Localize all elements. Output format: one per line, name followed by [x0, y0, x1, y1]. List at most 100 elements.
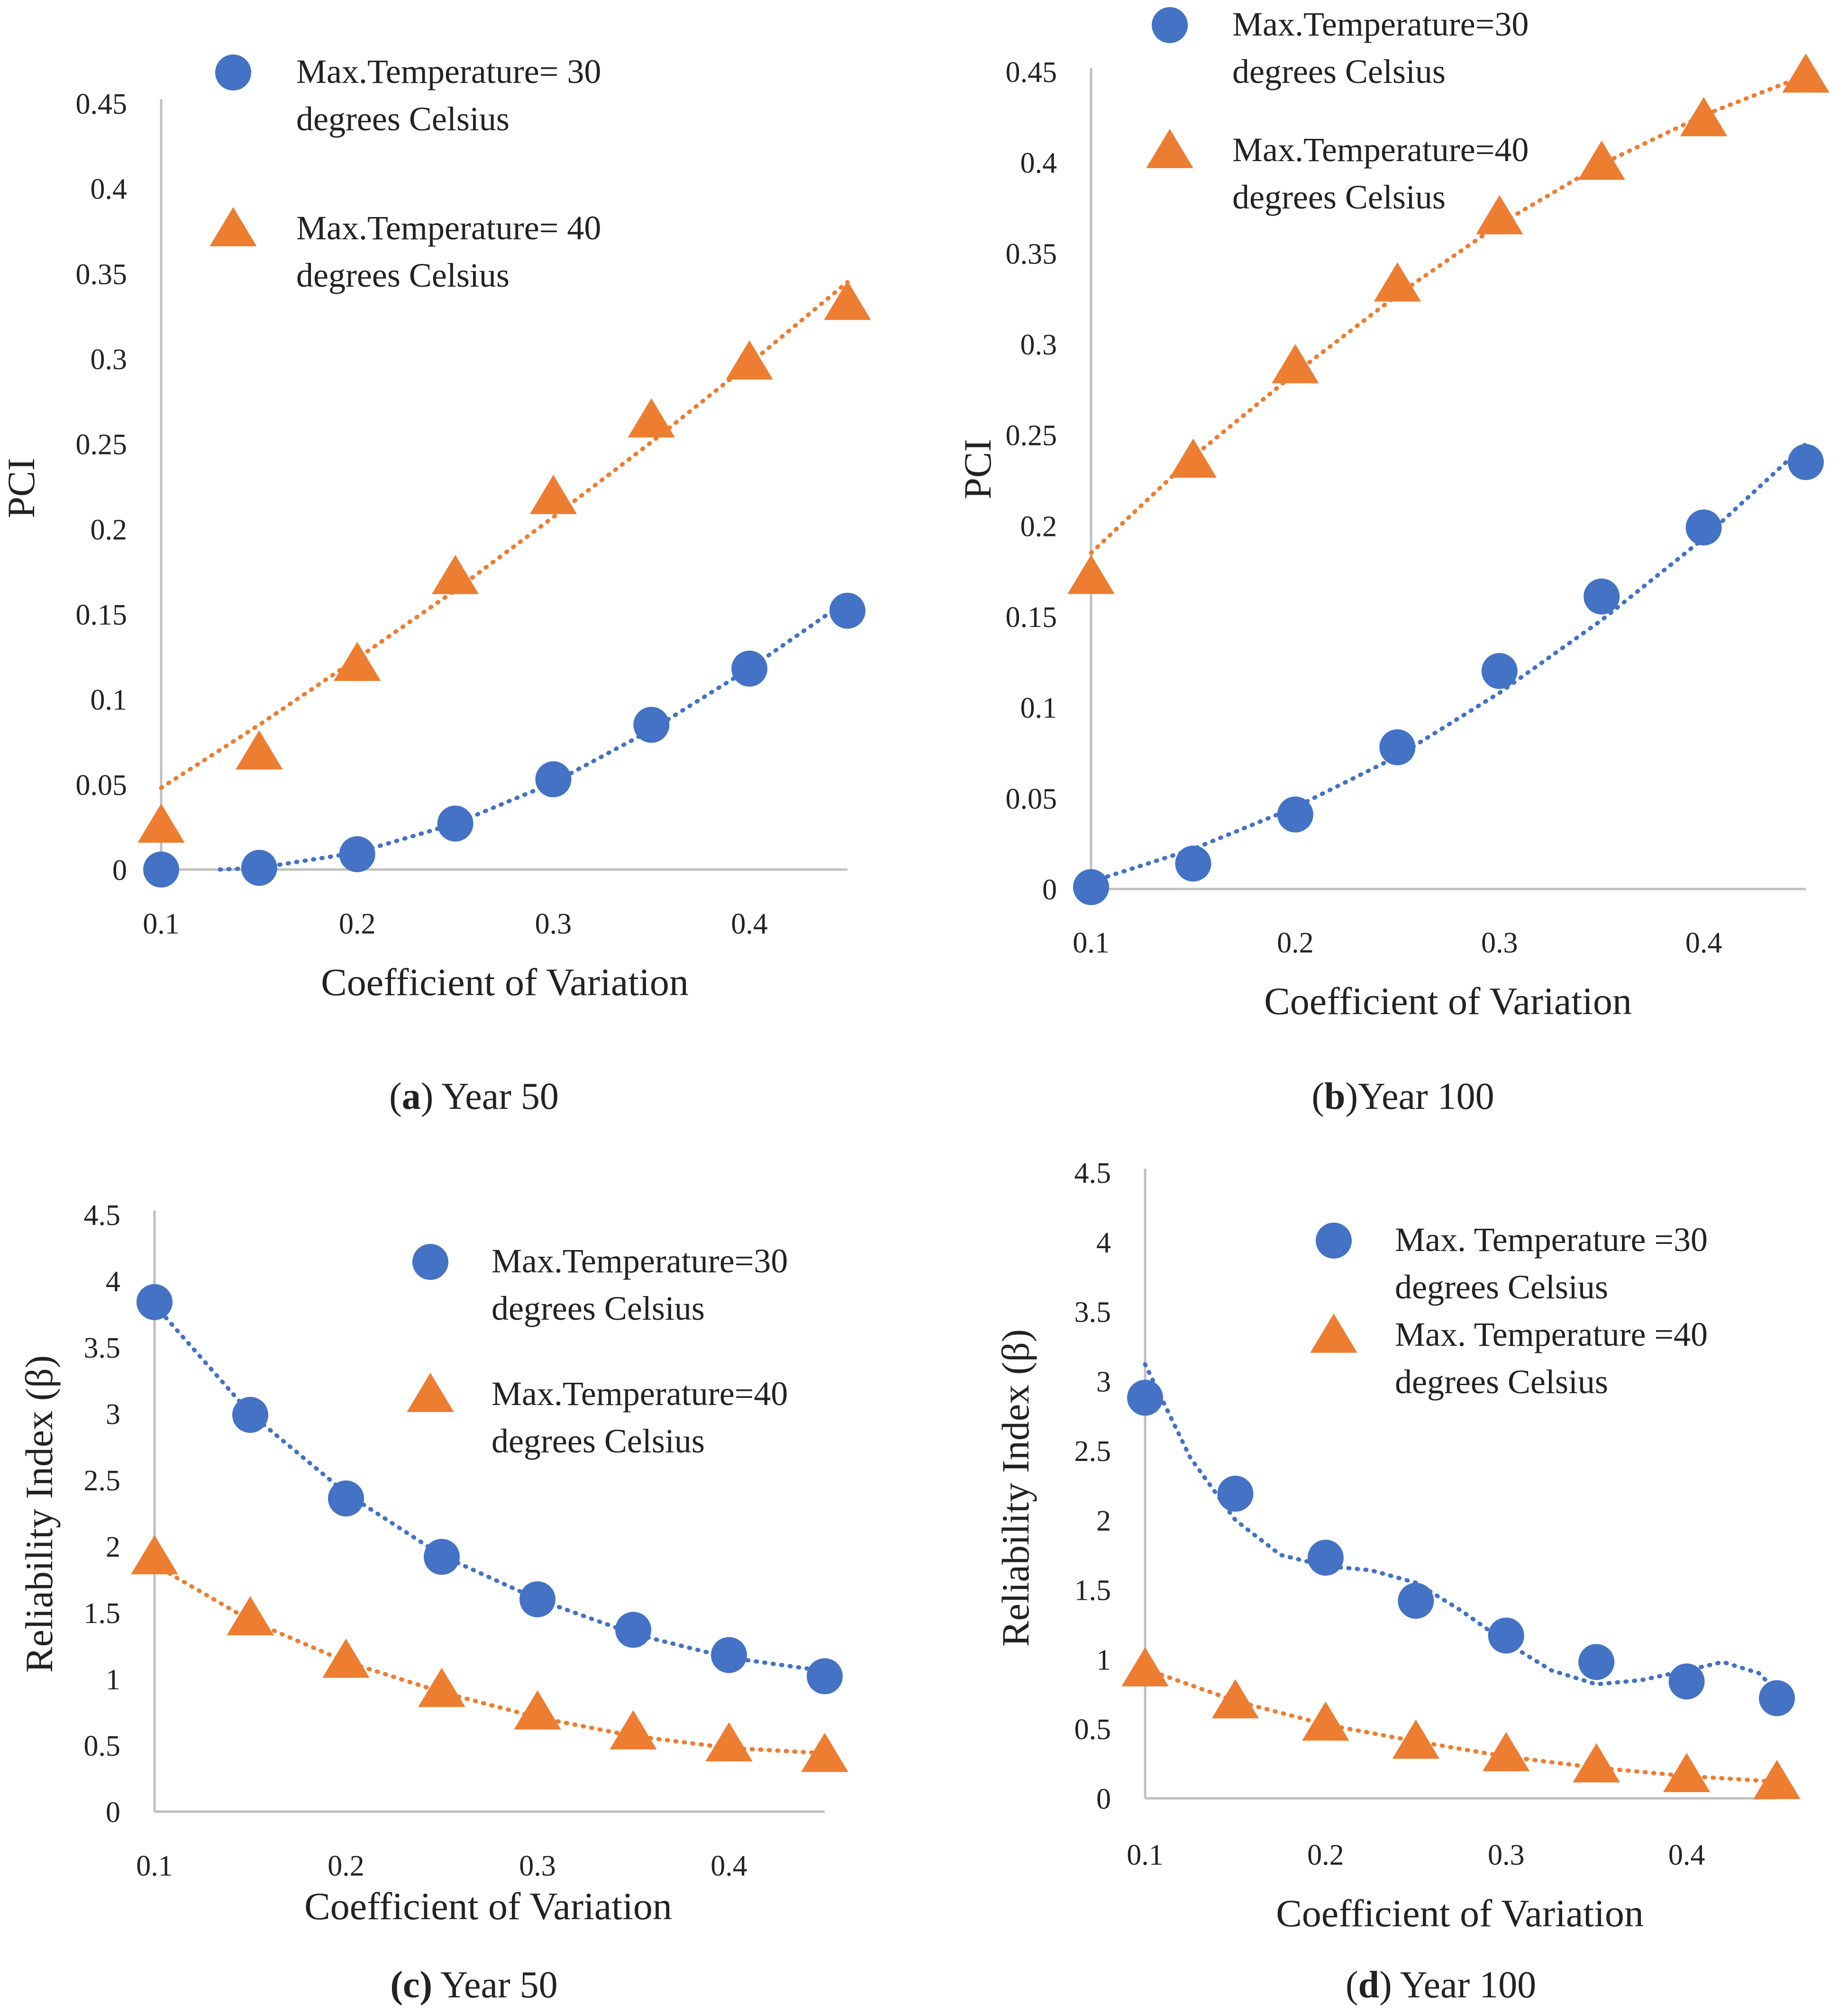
series-max-temp-40 [1067, 53, 1830, 594]
data-point [1302, 1701, 1349, 1741]
data-point [1782, 53, 1830, 93]
y-tick-label: 0 [106, 1796, 120, 1829]
data-point [514, 1690, 561, 1730]
data-point [241, 850, 277, 886]
y-tick-label: 0.5 [84, 1730, 121, 1762]
y-tick-label: 0.4 [1020, 147, 1057, 180]
legend-label: degrees Celsius [492, 1422, 705, 1460]
data-point [807, 1658, 843, 1695]
y-tick-label: 0.45 [1006, 56, 1057, 89]
y-tick-label: 0 [112, 854, 127, 887]
x-tick-label: 0.2 [328, 1850, 364, 1882]
caption-text: )Year 100 [1346, 1076, 1494, 1117]
y-tick-label: 3.5 [84, 1332, 121, 1364]
x-axis-title: Coefficient of Variation [1264, 979, 1632, 1023]
y-tick-label: 2 [106, 1531, 120, 1563]
data-point [437, 805, 473, 842]
data-point [1217, 1476, 1254, 1512]
legend-label: degrees Celsius [1232, 178, 1446, 216]
series-max-temp-40 [1121, 1647, 1801, 1799]
chart-panel-d: 0 0.5 1 1.5 2 2.5 3 3.5 4 4.5 0.1 0.2 0.3 0.4 Coeffici… [994, 1157, 1801, 2006]
data-point [1578, 140, 1625, 180]
legend: Max. Temperature =30 degrees Celsius Max. … [1310, 1221, 1708, 1401]
data-point [1211, 1679, 1259, 1719]
y-tick-label: 3.5 [1074, 1297, 1111, 1329]
caption-prefix: ( [1311, 1076, 1324, 1117]
caption-label: b [1324, 1076, 1346, 1117]
data-point [1307, 1540, 1344, 1576]
x-axis-title: Coefficient of Variation [1276, 1892, 1644, 1935]
y-tick-label: 2.5 [84, 1465, 121, 1497]
legend-marker-circle [215, 54, 251, 91]
y-tick-label: 0 [1042, 874, 1057, 906]
data-point [1668, 1663, 1705, 1700]
panel-caption: (b)Year 100 [1311, 1076, 1494, 1117]
data-point [1169, 438, 1217, 478]
y-tick-label: 0.05 [76, 769, 127, 801]
x-axis-title: Coefficient of Variation [321, 961, 689, 1004]
y-tick-label: 1 [1096, 1644, 1111, 1676]
y-tick-label: 0.5 [1074, 1714, 1111, 1746]
data-point [431, 554, 479, 594]
chart-panel-a: 0 0.05 0.1 0.15 0.2 0.25 0.3 0.35 0.4 0.45 0.1 0.2 0… [0, 53, 871, 1117]
data-point [334, 642, 381, 681]
data-point [424, 1539, 460, 1575]
data-point [1175, 845, 1211, 882]
y-tick-label: 0.15 [76, 599, 127, 631]
x-tick-label: 0.2 [1307, 1839, 1344, 1871]
series-max-temp-30 [137, 1284, 843, 1695]
data-point [418, 1668, 465, 1707]
caption-text: Year 50 [432, 1964, 557, 2006]
y-tick-label: 2.5 [1074, 1435, 1111, 1468]
legend-label: Max.Temperature=40 [492, 1375, 788, 1413]
caption-text: ) Year 100 [1379, 1964, 1536, 2006]
y-tick-label: 4.5 [84, 1199, 121, 1232]
panel-caption: (a) Year 50 [389, 1076, 559, 1117]
trend-line [1089, 73, 1808, 555]
x-tick-label: 0.4 [731, 908, 768, 940]
trend-line [159, 280, 850, 790]
caption-text: ) Year 50 [421, 1076, 559, 1117]
data-point [1685, 509, 1722, 546]
y-tick-label: 0.25 [1006, 420, 1057, 452]
legend-label: Max.Temperature=30 [1232, 5, 1529, 43]
series-max-temp-40 [131, 1535, 848, 1772]
panel-caption: (c) Year 50 [390, 1964, 557, 2006]
caption-label: d [1358, 1964, 1380, 2006]
x-tick-label: 0.3 [1481, 927, 1518, 959]
data-point [829, 592, 865, 629]
data-point [339, 836, 375, 872]
y-tick-label: 0.4 [91, 173, 127, 206]
caption-prefix: ( [1346, 1964, 1358, 2006]
data-point [1374, 262, 1421, 302]
x-tick-label: 0.4 [1685, 927, 1722, 959]
legend-label: degrees Celsius [1395, 1363, 1608, 1401]
y-tick-label: 0.3 [91, 344, 127, 376]
legend-label: degrees Celsius [1395, 1268, 1608, 1306]
data-point [615, 1612, 651, 1648]
data-point [227, 1596, 274, 1635]
data-point [535, 761, 572, 798]
data-point [1788, 444, 1824, 481]
legend-label: degrees Celsius [1232, 53, 1446, 91]
data-point [1277, 796, 1313, 833]
legend: Max.Temperature=30 degrees Celsius Max.Tem… [407, 1242, 788, 1460]
caption-prefix: ( [389, 1076, 402, 1117]
y-tick-label: 0.35 [76, 258, 127, 290]
data-point [1121, 1647, 1169, 1687]
y-tick-label: 1.5 [1074, 1575, 1111, 1607]
data-point [1680, 97, 1728, 136]
trend-line [218, 598, 850, 872]
x-tick-label: 0.2 [1277, 927, 1314, 959]
legend-label: Max.Temperature=30 [492, 1242, 788, 1280]
y-tick-label: 1.5 [84, 1597, 121, 1630]
y-tick-label: 0.35 [1006, 238, 1057, 270]
y-tick-label: 4.5 [1074, 1157, 1111, 1189]
y-tick-label: 4 [1096, 1227, 1111, 1259]
y-tick-label: 0.2 [91, 514, 127, 546]
data-point [137, 803, 185, 843]
series-max-temp-30 [143, 592, 865, 888]
data-point [711, 1637, 747, 1673]
x-tick-label: 0.2 [339, 908, 376, 940]
legend-label: Max. Temperature =40 [1395, 1315, 1708, 1353]
